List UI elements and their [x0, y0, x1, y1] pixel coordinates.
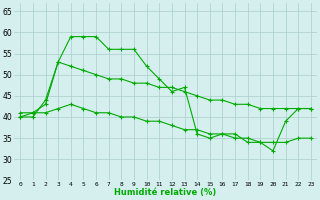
X-axis label: Humidité relative (%): Humidité relative (%)	[115, 188, 217, 197]
